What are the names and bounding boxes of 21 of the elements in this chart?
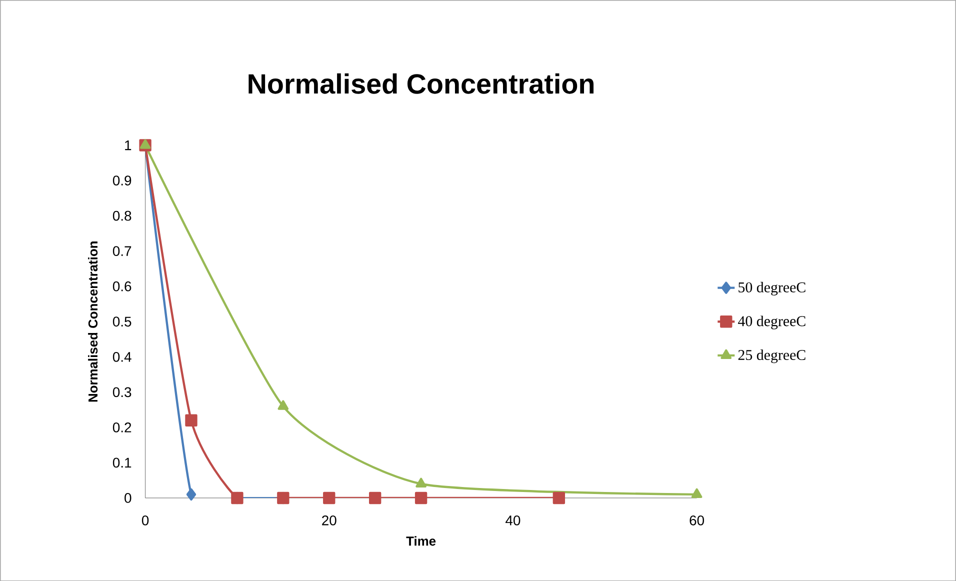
x-tick-label: 40 — [506, 515, 520, 526]
y-axis-title: Normalised Concentration — [88, 241, 98, 402]
legend-label: 50 degreeC — [738, 282, 806, 296]
legend-label: 40 degreeC — [738, 316, 806, 330]
x-tick-label: 60 — [690, 515, 704, 526]
y-tick-label: 0.4 — [112, 352, 132, 362]
y-tick-label: 0.6 — [112, 281, 132, 292]
y-tick-label: 0.3 — [112, 387, 132, 397]
y-tick-label: 0.8 — [112, 210, 132, 221]
x-tick-label: 0 — [142, 515, 149, 526]
legend-label: 25 degreeC — [738, 349, 806, 363]
y-tick-label: 0.9 — [112, 175, 132, 186]
chart-title: Normalised Concentration — [248, 73, 594, 94]
y-tick-label: 1 — [125, 140, 132, 150]
y-tick-label: 0.1 — [112, 458, 132, 468]
x-tick-label: 20 — [322, 515, 336, 526]
y-tick-label: 0.5 — [112, 316, 132, 326]
y-tick-label: 0 — [124, 492, 132, 503]
y-tick-label: 0.7 — [112, 246, 132, 256]
x-axis-title: Time — [406, 536, 436, 546]
y-tick-label: 0.2 — [112, 422, 132, 432]
